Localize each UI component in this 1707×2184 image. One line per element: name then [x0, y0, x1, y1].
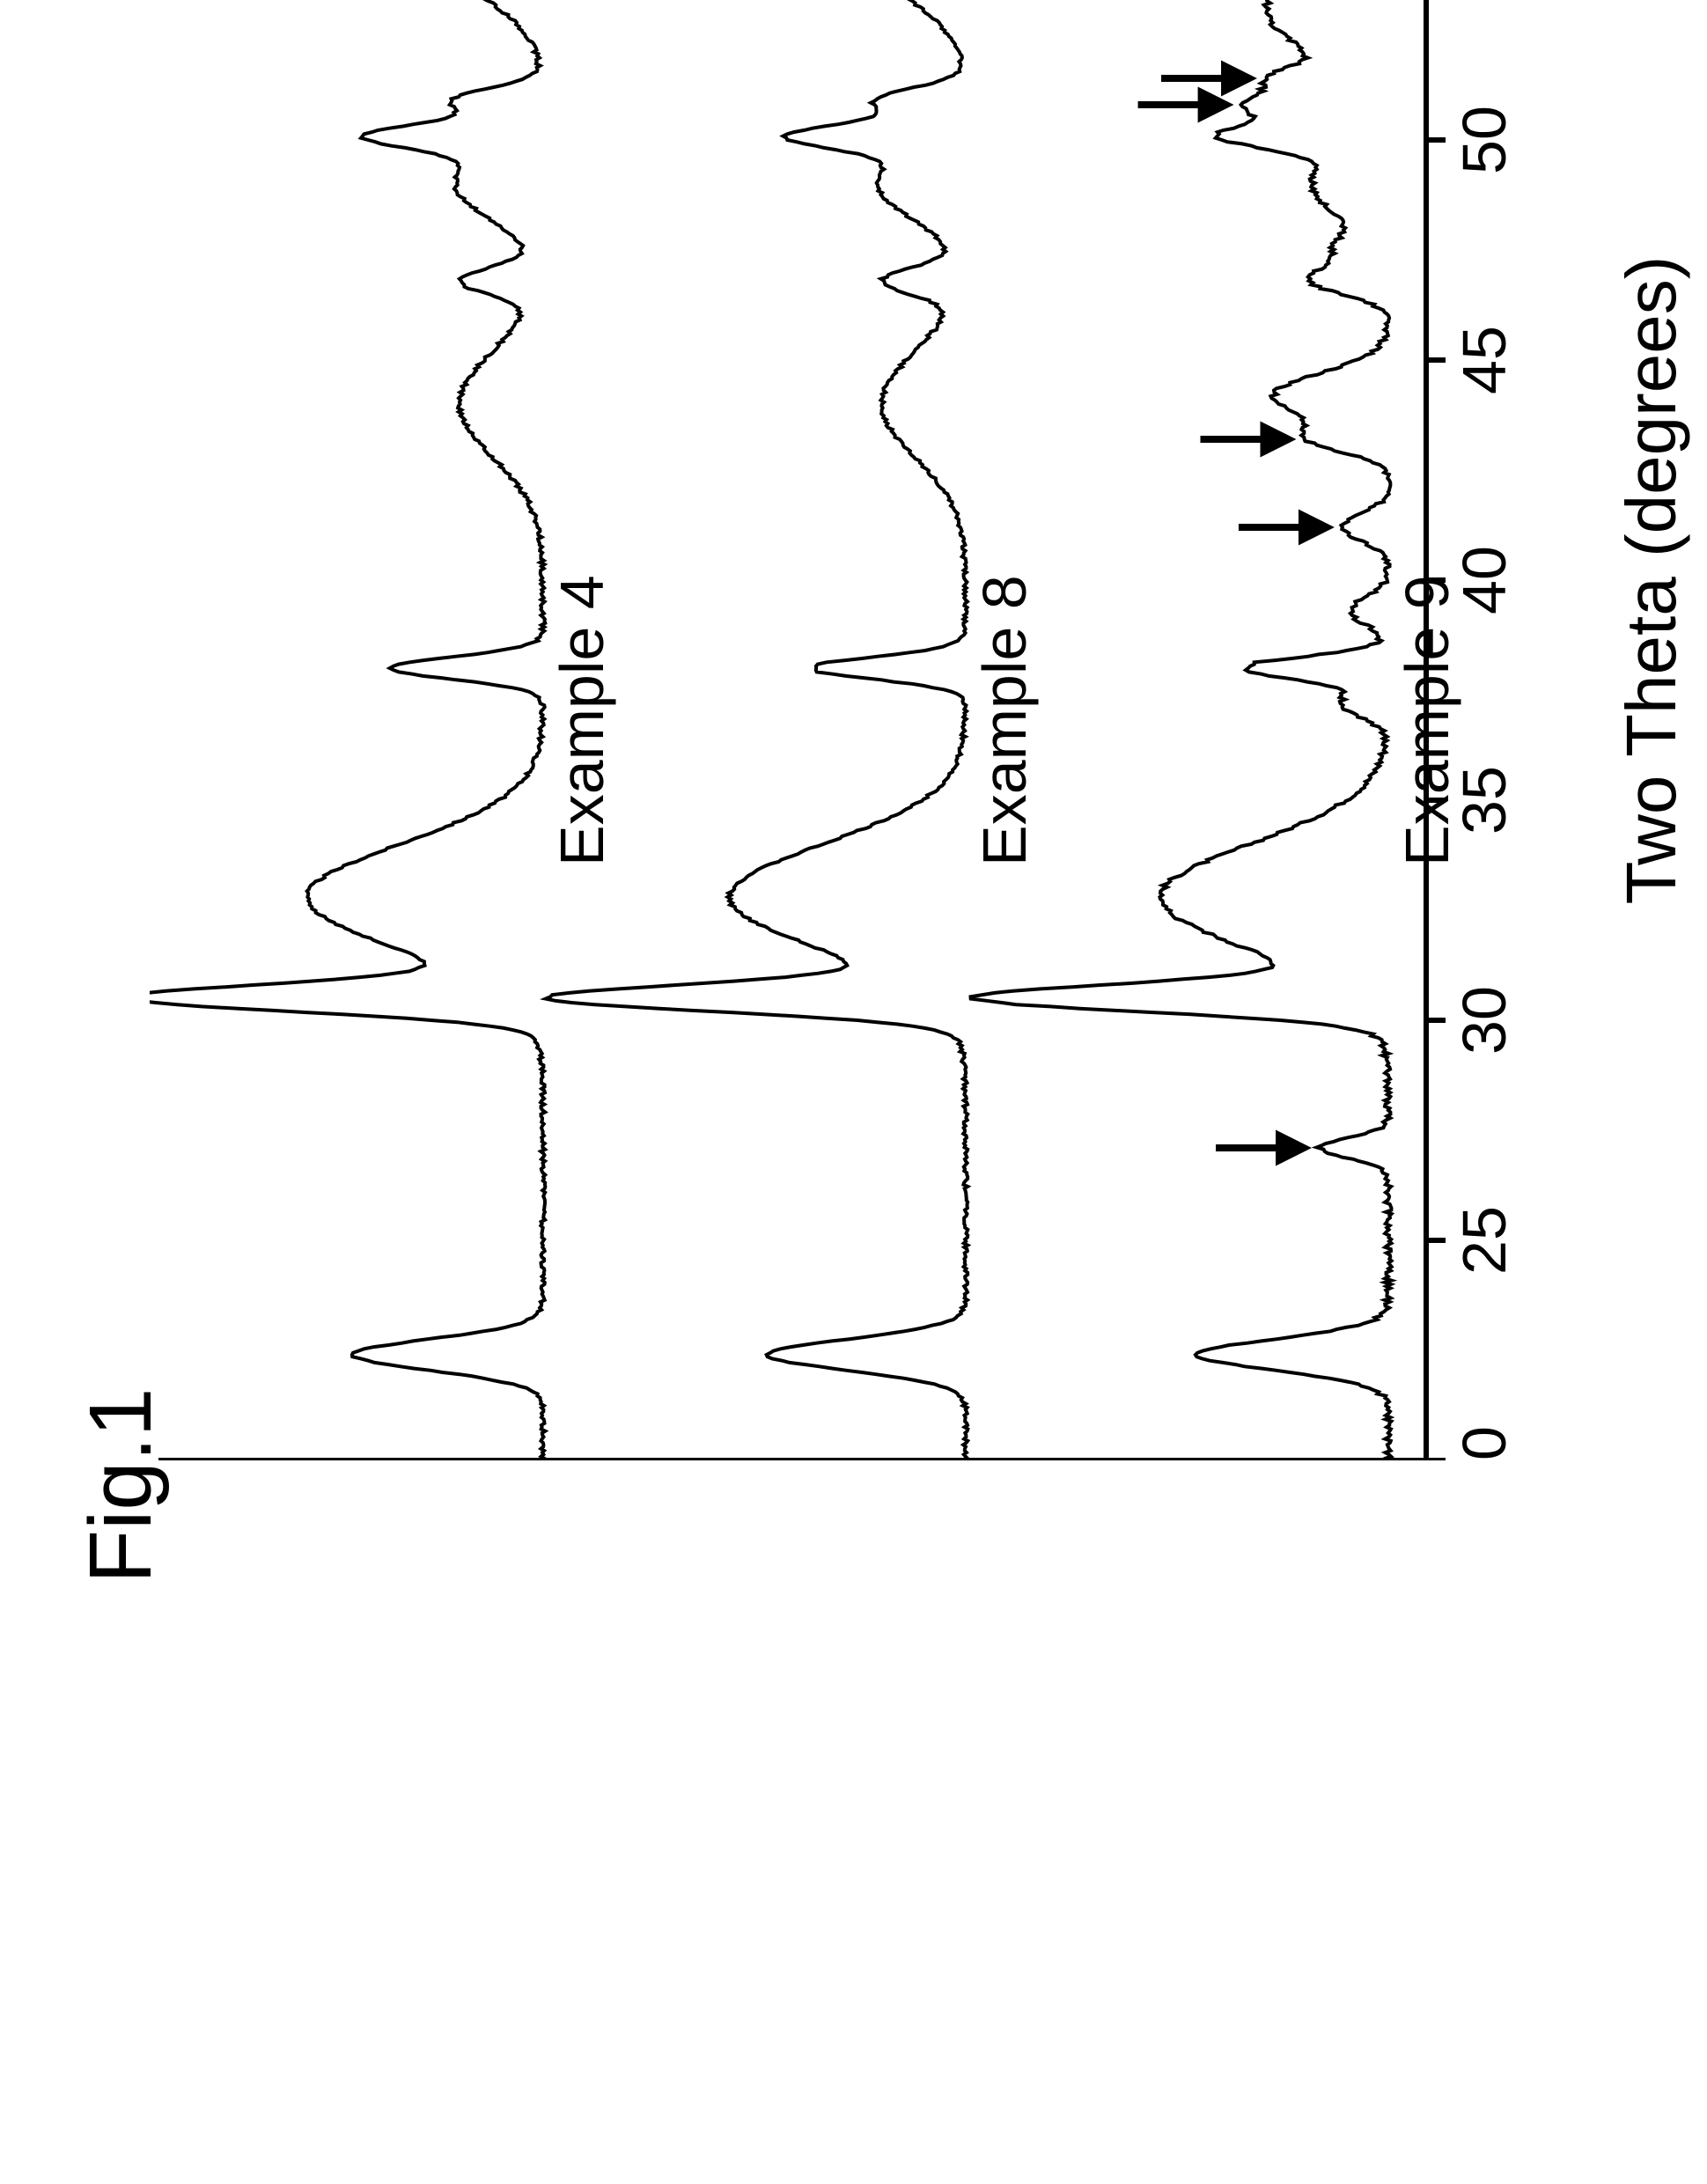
annotation-arrow	[1161, 66, 1249, 91]
x-axis: 202530354045505560	[158, 0, 1519, 1460]
panel-label: Example 8	[970, 575, 1039, 866]
x-tick-label: 45	[1450, 326, 1519, 394]
x-tick-label: 20	[1450, 1426, 1519, 1460]
annotation-arrow	[1239, 515, 1327, 540]
annotation-arrow	[1216, 1136, 1304, 1160]
annotation-arrow	[1138, 92, 1226, 117]
x-tick-label: 35	[1450, 766, 1519, 835]
page: Fig.1 Example 4Example 8Example 92025303…	[0, 0, 1707, 1707]
annotation-arrow	[1201, 427, 1289, 452]
xrd-chart: Example 4Example 8Example 92025303540455…	[150, 0, 1523, 1460]
x-tick-label: 25	[1450, 1206, 1519, 1275]
x-axis-label: Two Theta (degrees)	[1611, 0, 1692, 1460]
x-tick-label: 40	[1450, 546, 1519, 614]
rotated-content: Fig.1 Example 4Example 8Example 92025303…	[0, 0, 1707, 1707]
x-tick-label: 30	[1450, 986, 1519, 1055]
x-tick-label: 50	[1450, 106, 1519, 174]
chart-area: Example 4Example 8Example 92025303540455…	[150, 0, 1523, 1460]
panel-label: Example 4	[548, 575, 616, 866]
xrd-trace	[150, 0, 545, 1460]
